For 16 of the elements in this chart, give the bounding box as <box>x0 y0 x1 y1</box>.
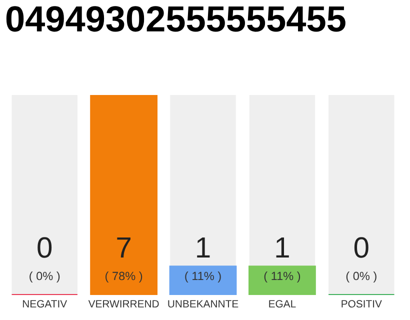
data-label: 0 <box>354 237 368 258</box>
chart-title: 04949302555555455 <box>6 6 346 32</box>
data-label: 0 <box>38 237 52 258</box>
annotation: ( 0% ) <box>30 271 60 282</box>
x-tick-label: EGAL <box>269 300 296 308</box>
x-tick-label: VERWIRREND <box>88 300 159 308</box>
x-tick-label: NEGATIV <box>22 300 68 308</box>
data-label: 7 <box>117 237 130 258</box>
annotation: ( 11% ) <box>264 271 300 282</box>
data-label: 1 <box>197 237 210 258</box>
data-label: 1 <box>276 237 289 258</box>
x-tick-label: UNBEKANNTE <box>168 300 238 308</box>
x-tick-label: POSITIV <box>342 300 382 308</box>
annotation: ( 78% ) <box>106 271 142 282</box>
annotation: ( 0% ) <box>346 271 376 282</box>
annotation: ( 11% ) <box>185 271 221 282</box>
